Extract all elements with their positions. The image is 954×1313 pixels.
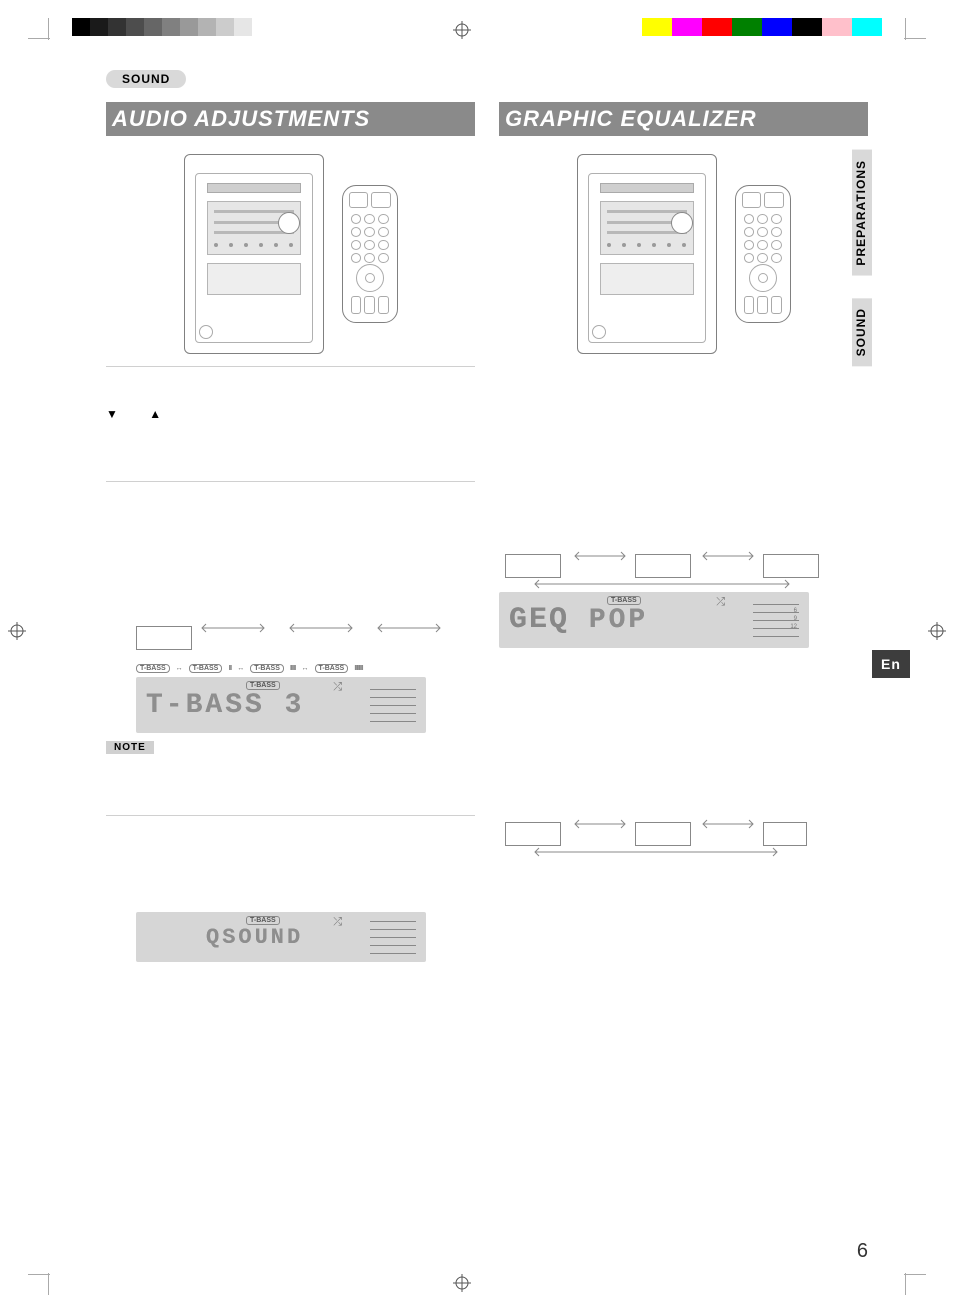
lcd-tbass: T-BASS ⤮ T-BASS 3 <box>136 677 426 733</box>
column-right: GRAPHIC EQUALIZER <box>499 102 868 962</box>
lcd-text: T-BASS 3 <box>146 690 370 721</box>
shuffle-icon: ⤮ <box>333 681 342 694</box>
main-unit-icon <box>577 154 717 354</box>
lcd-geq: T-BASS ⤮ GEQ POP 6 9 12 <box>499 592 809 648</box>
tab-language: En <box>872 650 910 678</box>
heading-audio-adjustments: AUDIO ADJUSTMENTS <box>106 102 475 136</box>
qsound-body: QSOUND SYSTEM <box>106 824 475 904</box>
note-label: NOTE <box>106 741 154 754</box>
registration-mark-icon <box>8 622 26 640</box>
divider <box>106 815 475 816</box>
geq-preset-cycle <box>499 546 868 588</box>
tbass-level-icons: T-BASS↔ T-BASSIII↔ T-BASSIIIIII↔ T-BASSI… <box>136 664 475 673</box>
tbass-badge: T-BASS <box>246 681 280 690</box>
tab-sound: SOUND <box>852 298 872 366</box>
crop-mark-icon <box>904 1259 940 1295</box>
shuffle-icon: ⤮ <box>716 596 725 609</box>
geq-manual-cycle <box>499 814 868 856</box>
volume-triangles: ▼ ▲ <box>106 407 475 421</box>
color-strip <box>642 18 882 36</box>
tab-preparations: PREPARATIONS <box>852 150 872 276</box>
crop-mark-icon <box>14 18 50 54</box>
geq-body: Selecting a genre <box>499 366 868 538</box>
main-unit-icon <box>184 154 324 354</box>
volume-body <box>106 429 475 473</box>
volume-title: VOLUME <box>106 375 475 399</box>
remote-control-icon <box>342 185 398 323</box>
registration-mark-icon <box>453 1274 471 1292</box>
device-illustration <box>499 154 868 354</box>
manual-body: Creating your own equalizer <box>499 656 868 806</box>
tbass-body: SUPER T-BASS SYSTEM <box>106 490 475 610</box>
device-illustration <box>106 154 475 354</box>
lcd-level-scale <box>370 685 416 725</box>
grayscale-strip <box>72 18 270 36</box>
remote-control-icon <box>735 185 791 323</box>
crop-mark-icon <box>904 18 940 54</box>
tbass-badge: T-BASS <box>607 596 641 605</box>
lcd-qsound: T-BASS ⤮ QSOUND <box>136 912 426 962</box>
heading-graphic-equalizer: GRAPHIC EQUALIZER <box>499 102 868 136</box>
registration-mark-icon <box>453 21 471 39</box>
note-body <box>106 763 475 807</box>
crop-mark-icon <box>14 1259 50 1295</box>
lcd-level-scale: 6 9 12 <box>753 600 799 640</box>
shuffle-icon: ⤮ <box>333 916 342 929</box>
tbass-cycle <box>106 618 475 660</box>
page-number: 6 <box>857 1240 868 1263</box>
section-tag: SOUND <box>106 70 186 88</box>
tbass-badge: T-BASS <box>246 916 280 925</box>
divider <box>106 481 475 482</box>
page-content: SOUND AUDIO ADJUSTMENTS <box>106 70 868 1253</box>
column-left: AUDIO ADJUSTMENTS <box>106 102 475 962</box>
divider <box>106 366 475 367</box>
lcd-level-scale <box>370 917 416 957</box>
registration-mark-icon <box>928 622 946 640</box>
